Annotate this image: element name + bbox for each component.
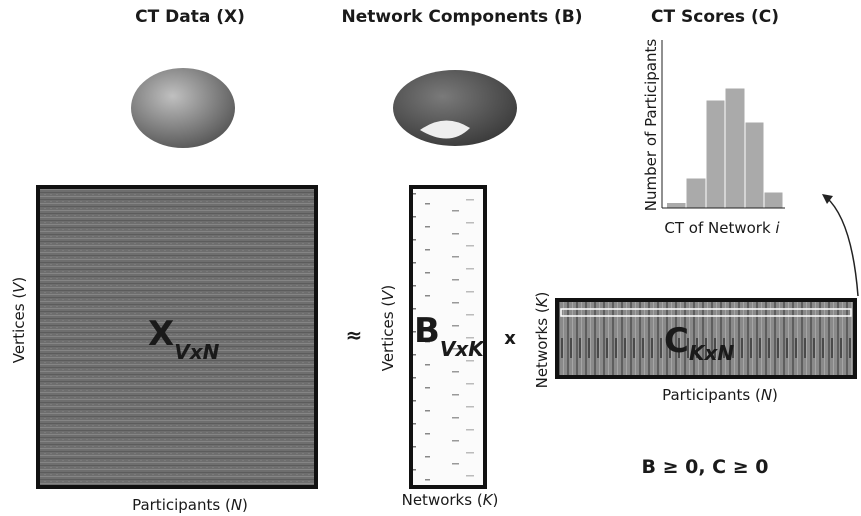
label-text: ) xyxy=(533,292,551,298)
label-text: Participants ( xyxy=(132,496,231,514)
hist-bar xyxy=(686,178,706,208)
axis-label: Networks (K) xyxy=(533,292,551,389)
label-var: i xyxy=(775,219,780,237)
title: CT Scores (C) xyxy=(651,7,779,27)
hist-bar xyxy=(706,100,725,208)
matrix-c xyxy=(557,300,855,377)
arrow xyxy=(826,197,858,296)
brain-icon xyxy=(131,68,235,148)
label-text: Vertices ( xyxy=(10,293,28,363)
constraint: B ≥ 0, C ≥ 0 xyxy=(642,456,769,478)
operator: ≈ xyxy=(346,323,363,347)
label-text: ) xyxy=(379,285,397,291)
operator: x xyxy=(504,328,516,349)
title: Network Components (B) xyxy=(342,7,583,27)
label-text: ) xyxy=(493,491,499,509)
hist-bar xyxy=(667,203,686,208)
subscript: VxN xyxy=(174,340,219,364)
matrix-x xyxy=(38,187,316,487)
axis-label: Number of Participants xyxy=(642,39,660,212)
label-var: N xyxy=(761,386,772,404)
axis-label: Participants (N) xyxy=(662,386,778,404)
label-text: ) xyxy=(242,496,248,514)
label-text: ) xyxy=(772,386,778,404)
symbol: C xyxy=(664,321,689,361)
label-var: N xyxy=(231,496,242,514)
hist-bar xyxy=(745,122,764,208)
subscript: KxN xyxy=(689,341,734,365)
label-text: Networks ( xyxy=(533,307,551,388)
label-text: Networks ( xyxy=(402,491,483,509)
symbol: B xyxy=(414,311,440,351)
title: CT Data (X) xyxy=(135,7,245,27)
symbol: X xyxy=(148,314,174,354)
axis-label: Participants (N) xyxy=(132,496,248,514)
axis-label: Networks (K) xyxy=(402,491,499,509)
diagram: CT Data (X) Network Components (B) CT Sc… xyxy=(0,0,861,516)
axis-label: Vertices (V) xyxy=(10,277,28,364)
label-text: ) xyxy=(10,277,28,283)
hist-bar xyxy=(764,192,783,208)
axis-label: Vertices (V) xyxy=(379,285,397,372)
label-text: Vertices ( xyxy=(379,301,397,371)
axis-label: CT of Network i xyxy=(664,219,780,237)
subscript: VxK xyxy=(440,337,485,361)
label-text: Participants ( xyxy=(662,386,761,404)
label-text: CT of Network xyxy=(664,219,775,237)
hist-bar xyxy=(725,88,745,208)
histogram: Number of Participants CT of Network i xyxy=(642,39,785,237)
